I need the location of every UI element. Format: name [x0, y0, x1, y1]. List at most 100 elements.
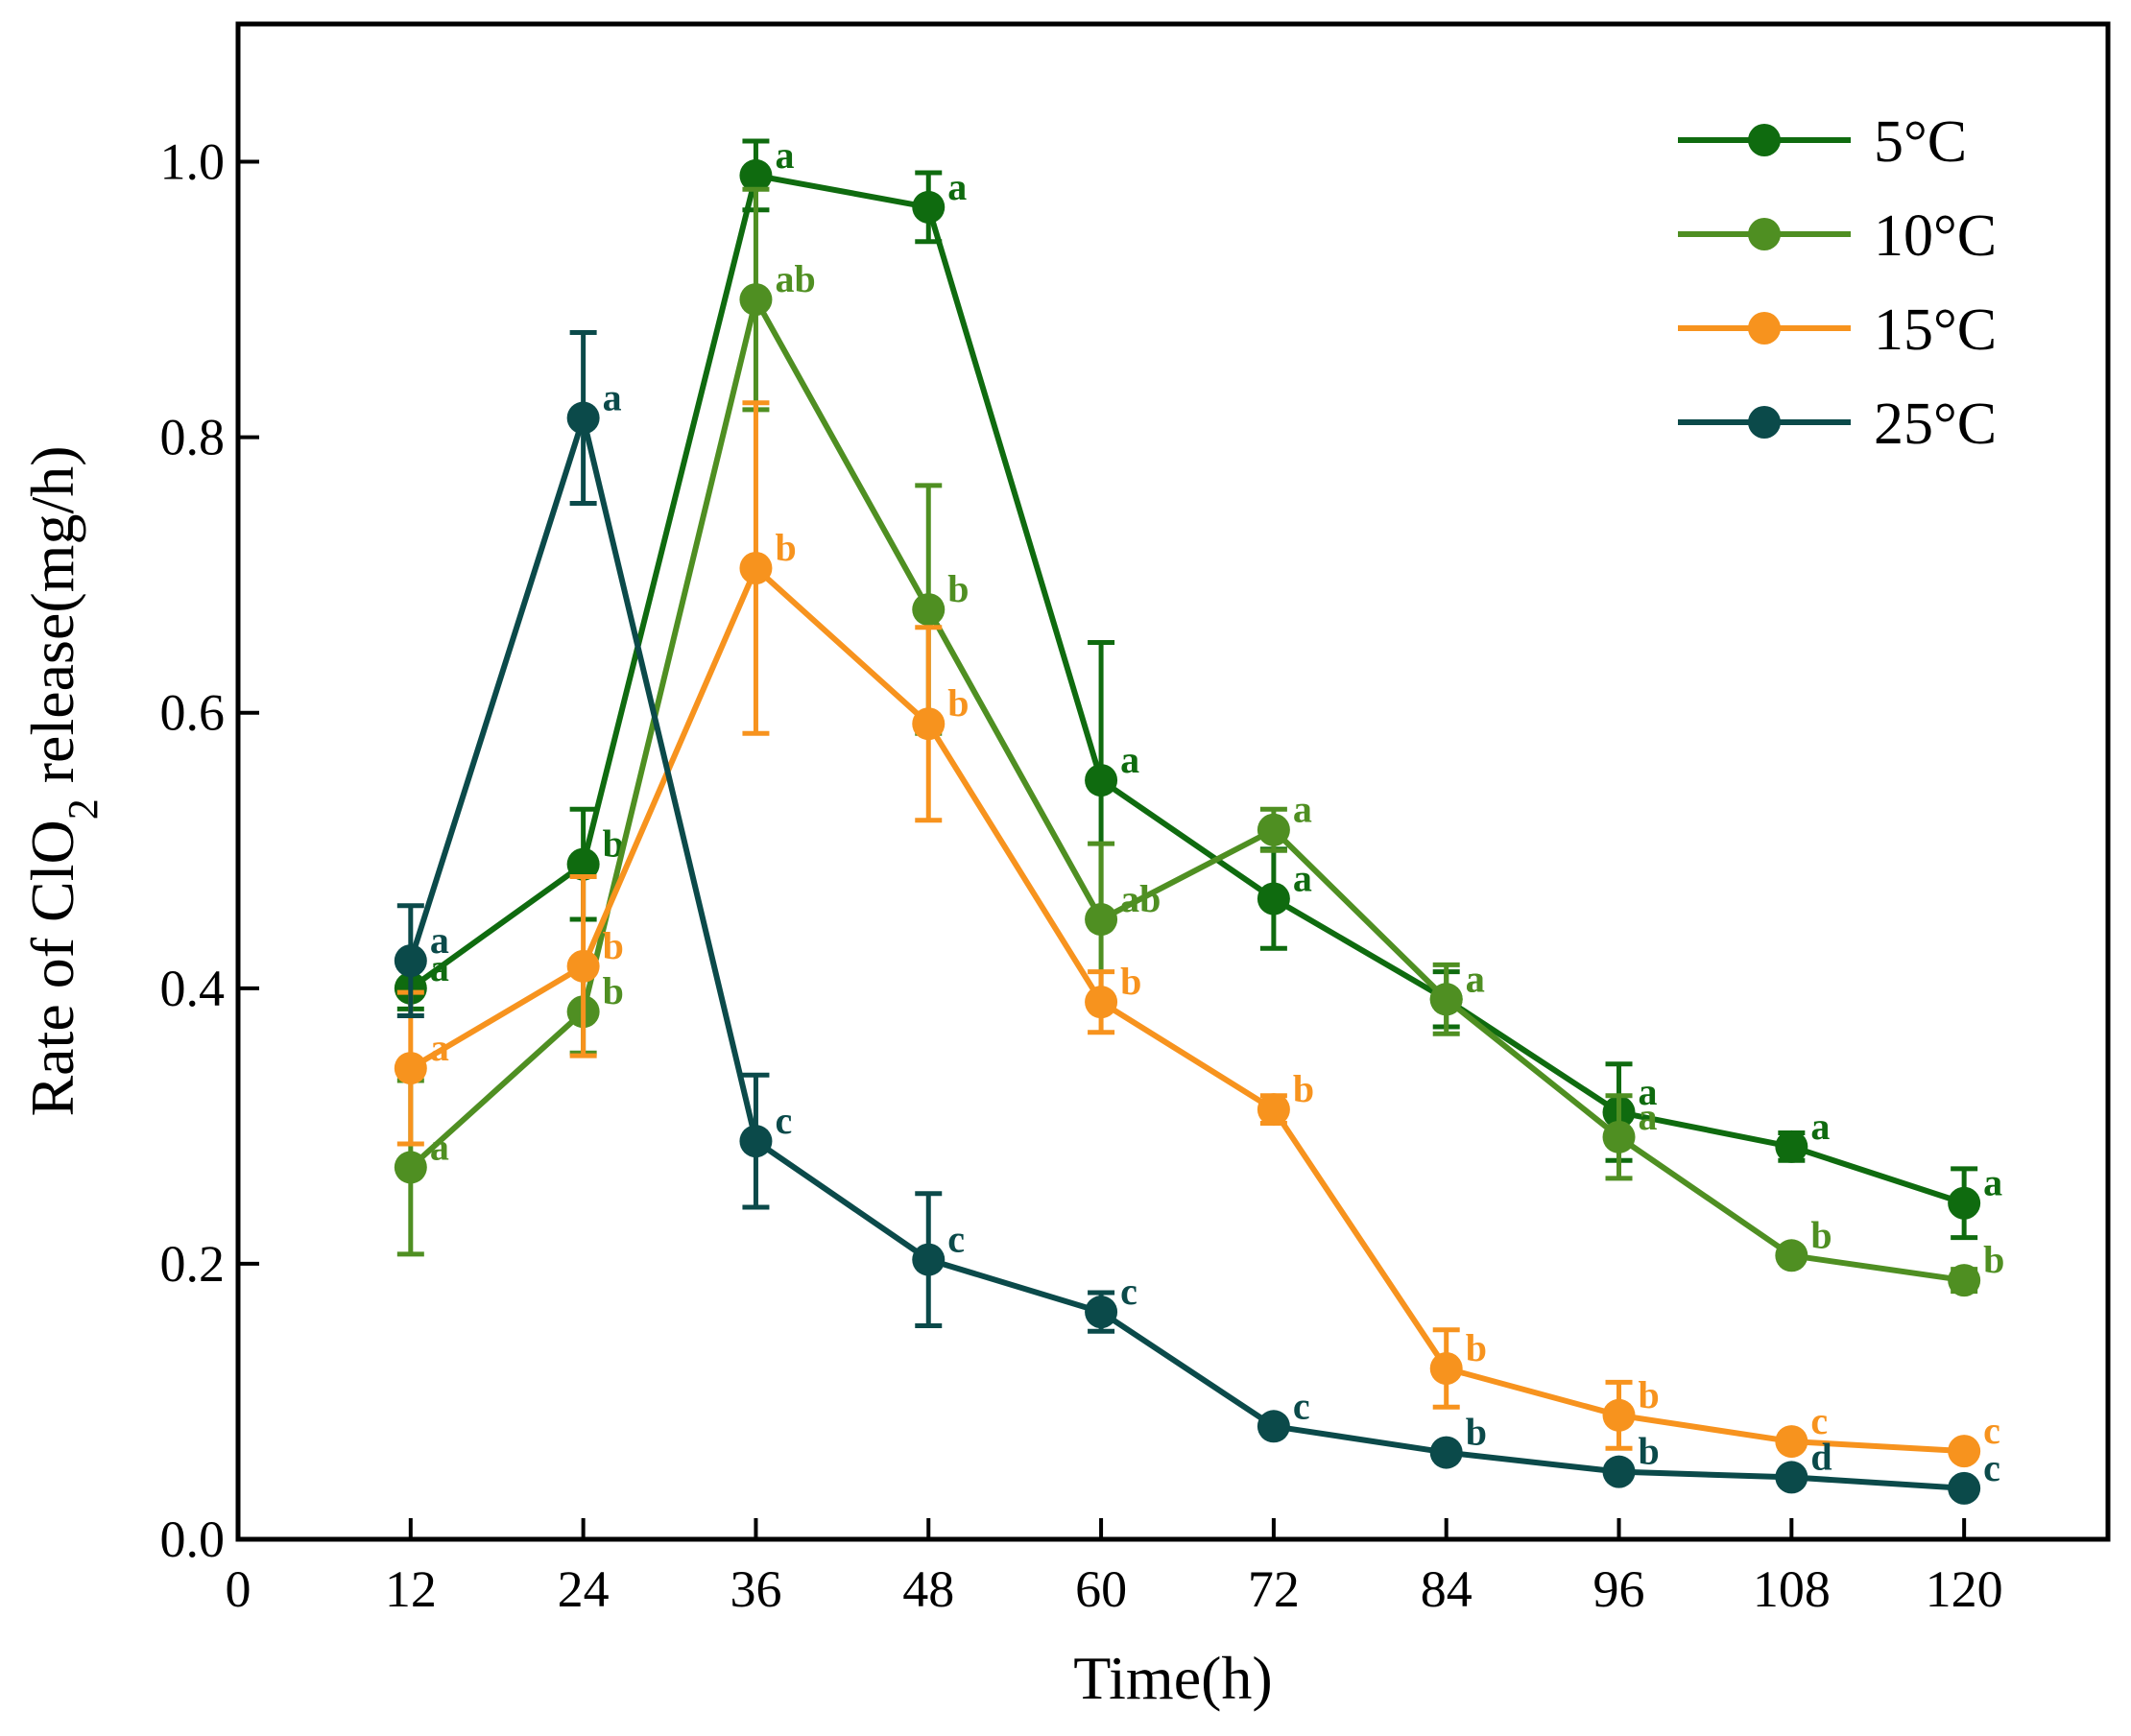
- data-point: [1429, 983, 1463, 1016]
- data-point: [566, 949, 600, 983]
- y-axis-title: Rate of ClO2 release(mg/h): [18, 445, 107, 1116]
- significance-label: c: [1120, 1270, 1137, 1313]
- data-point: [1085, 903, 1118, 937]
- series-line: [408, 297, 1965, 1284]
- x-tick-label: 12: [385, 1560, 437, 1618]
- significance-label: b: [1810, 1213, 1832, 1256]
- series-line: [407, 415, 1965, 1491]
- data-point: [394, 1052, 427, 1085]
- data-point: [739, 1125, 773, 1158]
- significance-label: b: [1639, 1430, 1660, 1473]
- significance-label: b: [1639, 1373, 1660, 1416]
- data-point: [739, 158, 773, 192]
- data-point: [1948, 1186, 1981, 1220]
- x-tick-label: 60: [1075, 1560, 1127, 1618]
- data-point: [1257, 813, 1290, 846]
- legend-item: 5°C: [1678, 109, 1967, 175]
- significance-label: b: [603, 969, 624, 1012]
- data-point: [1775, 1461, 1808, 1494]
- significance-label: b: [603, 924, 624, 967]
- significance-label: a: [430, 946, 449, 989]
- legend-item: 15°C: [1678, 297, 1997, 363]
- data-point: [1602, 1120, 1636, 1153]
- data-point: [912, 707, 946, 741]
- significance-label: a: [603, 376, 622, 419]
- data-point: [1085, 986, 1118, 1019]
- x-tick-label: 24: [558, 1560, 610, 1618]
- significance-label: b: [1983, 1238, 2004, 1281]
- significance-label: c: [775, 1099, 792, 1142]
- significance-label: b: [947, 681, 969, 725]
- significance-label: a: [430, 918, 449, 962]
- y-axis-title-subscript: 2: [60, 798, 107, 820]
- significance-label: b: [1466, 1411, 1487, 1454]
- data-point: [1775, 1130, 1808, 1163]
- data-point: [739, 552, 773, 585]
- data-point: [912, 593, 946, 627]
- significance-label: a: [1639, 1070, 1658, 1113]
- data-point: [566, 401, 600, 435]
- significance-label: a: [1983, 1161, 2002, 1204]
- legend-label: 5°C: [1874, 109, 1967, 175]
- y-axis-title-rest: release(mg/h): [18, 445, 86, 798]
- data-point: [566, 847, 600, 881]
- significance-label: d: [1810, 1435, 1832, 1478]
- significance-label: c: [1983, 1409, 2000, 1452]
- x-tick-label: 120: [1926, 1560, 2003, 1618]
- significance-label: a: [430, 1026, 449, 1069]
- series-line: [409, 565, 1965, 1455]
- data-point: [1085, 764, 1118, 797]
- data-point: [739, 283, 773, 317]
- data-point: [1602, 1455, 1636, 1488]
- significance-label: ab: [775, 257, 815, 300]
- data-point: [1085, 1296, 1118, 1329]
- data-point: [1257, 1093, 1290, 1127]
- legend-marker: [1748, 124, 1781, 156]
- x-tick-label: 72: [1248, 1560, 1300, 1618]
- significance-label: a: [1293, 857, 1312, 900]
- x-axis-title: Time(h): [1073, 1644, 1272, 1712]
- series-line: [409, 172, 1966, 1206]
- legend-label: 15°C: [1874, 297, 1997, 363]
- legend-marker: [1748, 312, 1781, 345]
- legend-item: 10°C: [1678, 203, 1997, 269]
- y-tick-label: 0.4: [160, 960, 226, 1017]
- significance-label: a: [1466, 957, 1485, 1000]
- significance-label: a: [1466, 957, 1485, 1000]
- data-point: [1775, 1425, 1808, 1459]
- data-point: [1429, 1352, 1463, 1386]
- x-tick-label: 36: [730, 1560, 781, 1618]
- y-axis-title-main: Rate of ClO: [18, 820, 86, 1116]
- y-tick-label: 0.2: [160, 1235, 226, 1293]
- significance-label: a: [947, 165, 967, 208]
- significance-label: ab: [1120, 877, 1161, 920]
- data-point: [912, 1243, 946, 1276]
- significance-label: b: [947, 567, 969, 610]
- x-axis: 0 12 24 36 48 60 72 84 96 108 120: [226, 1518, 2003, 1618]
- data-point: [1948, 1435, 1981, 1468]
- x-tick-label: 48: [902, 1560, 954, 1618]
- significance-label: c: [1293, 1384, 1310, 1427]
- data-point: [1602, 1398, 1636, 1432]
- x-tick-label: 96: [1593, 1560, 1645, 1618]
- plot-frame: [235, 21, 2111, 1542]
- legend-label: 10°C: [1874, 203, 1997, 269]
- significance-label: a: [1639, 1095, 1658, 1138]
- significance-label: c: [1810, 1399, 1828, 1442]
- y-tick-label: 0.8: [160, 409, 226, 466]
- significance-label: b: [1466, 1326, 1487, 1369]
- x-tick-label: 84: [1421, 1560, 1473, 1618]
- significance-label: a: [430, 1125, 449, 1168]
- significance-label: b: [1120, 960, 1141, 1003]
- x-tick-label: 108: [1753, 1560, 1831, 1618]
- data-point: [1775, 1239, 1808, 1272]
- data-point: [1257, 882, 1290, 916]
- data-point: [1948, 1471, 1981, 1505]
- y-tick-label: 0.0: [160, 1510, 226, 1568]
- data-point: [912, 190, 946, 224]
